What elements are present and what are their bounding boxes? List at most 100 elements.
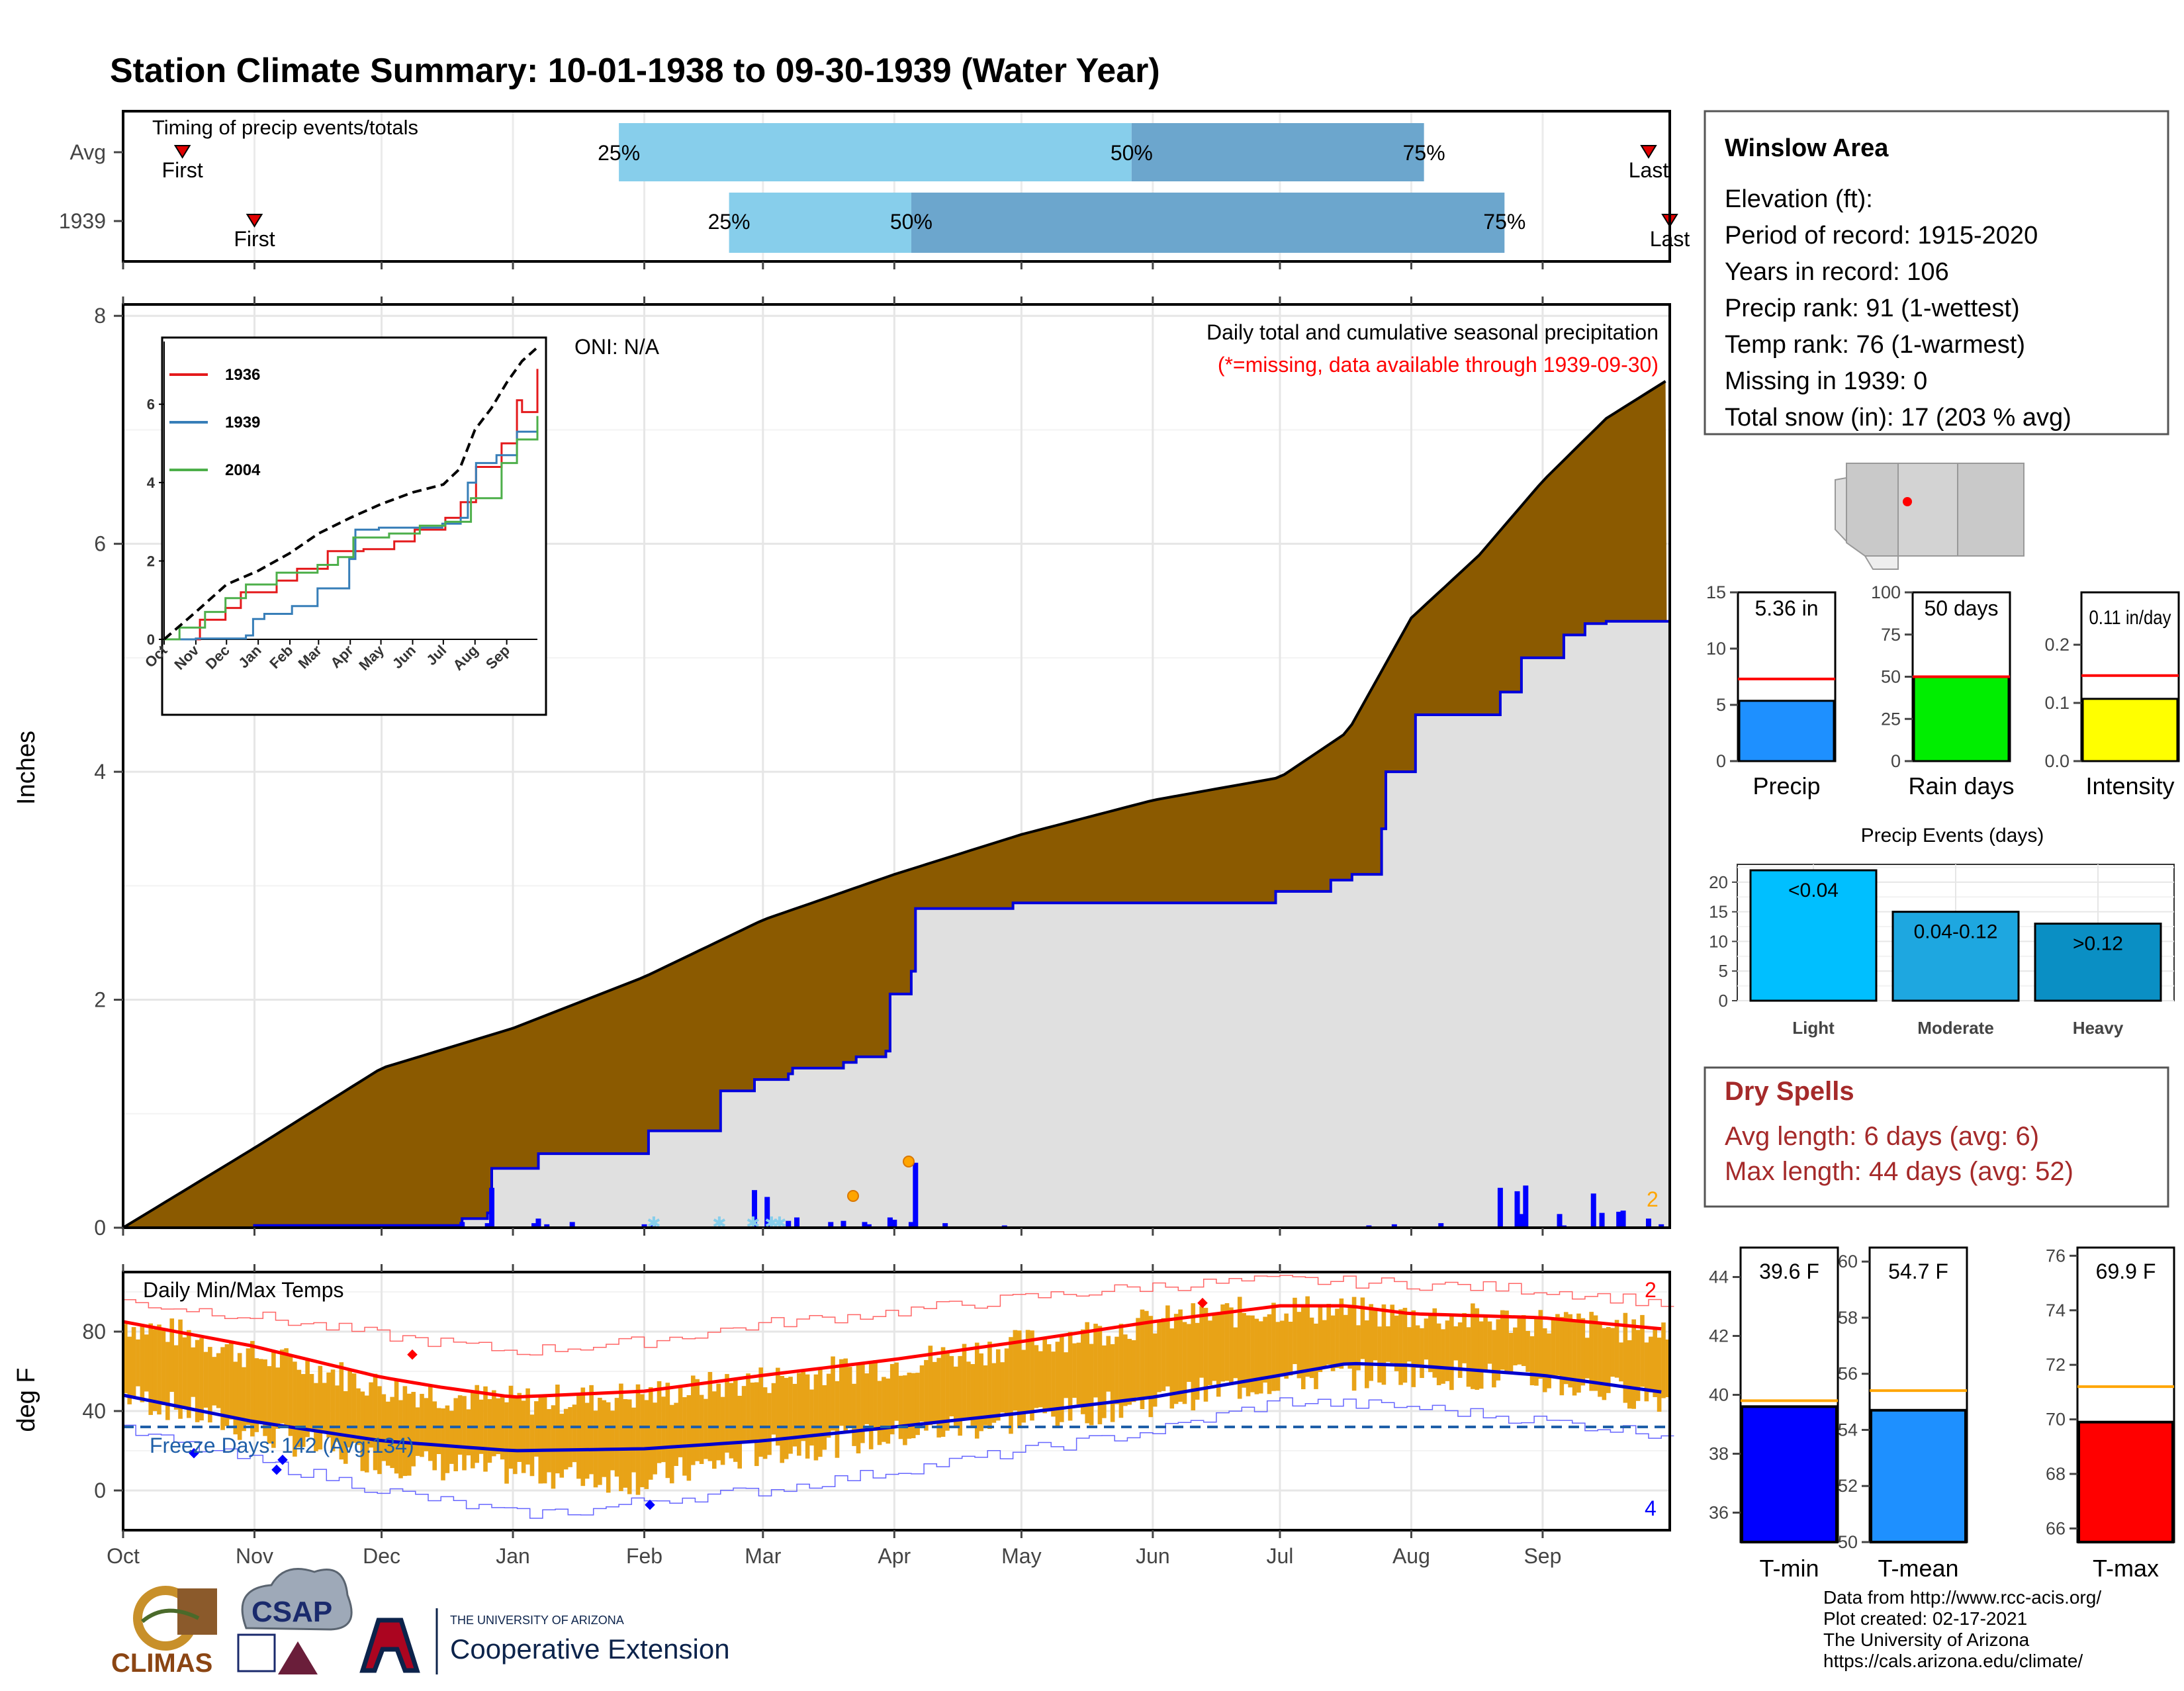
- daily-temp-bar: [351, 1373, 357, 1443]
- daily-temp-bar: [1212, 1313, 1217, 1381]
- daily-temp-bar: [1593, 1315, 1598, 1391]
- temp-summary-y-tick-label: 52: [1838, 1476, 1858, 1496]
- daily-temp-bar: [305, 1359, 310, 1438]
- month-label: Mar: [745, 1544, 781, 1568]
- daily-temp-bar: [402, 1386, 408, 1477]
- daily-temp-bar: [356, 1388, 361, 1445]
- daily-temp-bar: [619, 1383, 623, 1492]
- freeze-days-label: Freeze Days: 142 (Avg:134): [150, 1434, 414, 1457]
- daily-precip-bar: [891, 1219, 897, 1228]
- snow-marker: ✱: [647, 1213, 661, 1233]
- summary-bars-panel: 0 5 10 15 5.36 in Precip 0 25 50 75 100 50 days Rain…: [1706, 582, 2180, 800]
- daily-temp-bar: [1479, 1321, 1484, 1389]
- precip-events-title: Precip Events (days): [1861, 825, 2044, 846]
- temp-count-top: 2: [1645, 1278, 1657, 1302]
- daily-temp-bar: [406, 1393, 412, 1476]
- dry-spells-max: Max length: 44 days (avg: 52): [1725, 1157, 2073, 1186]
- daily-temp-bar: [246, 1348, 251, 1425]
- daily-temp-bar: [1034, 1345, 1039, 1408]
- daily-temp-bar: [390, 1396, 394, 1469]
- daily-temp-bar: [347, 1371, 352, 1448]
- daily-temp-bar: [754, 1382, 759, 1467]
- daily-temp-bar: [733, 1379, 738, 1462]
- normal-min-line: [122, 1361, 1662, 1453]
- daily-temp-bar: [903, 1375, 907, 1445]
- daily-temp-bar: [788, 1377, 793, 1454]
- daily-temp-bar: [157, 1324, 161, 1415]
- month-label: May: [1001, 1544, 1041, 1568]
- station-info-box: Winslow Area Elevation (ft): Period of re…: [1704, 110, 2169, 435]
- daily-temp-bar: [436, 1408, 441, 1455]
- daily-temp-bar: [1025, 1330, 1030, 1412]
- daily-temp-bar: [1102, 1345, 1107, 1418]
- daily-temp-bar: [1072, 1343, 1077, 1398]
- daily-temp-bar: [187, 1330, 191, 1418]
- month-label: Jul: [1266, 1544, 1293, 1568]
- daily-temp-bar: [1661, 1322, 1666, 1398]
- daily-temp-bar: [123, 1324, 128, 1394]
- summary-y-tick-label: 75: [1881, 625, 1901, 645]
- temp-summary-y-tick-label: 54: [1838, 1420, 1858, 1440]
- daily-temp-bar: [1089, 1344, 1094, 1426]
- daily-temp-bar: [762, 1387, 768, 1459]
- daily-temp-bar: [1293, 1297, 1297, 1365]
- summary-y-tick-label: 5: [1716, 695, 1726, 715]
- ua-small-text: THE UNIVERSITY OF ARIZONA: [450, 1614, 624, 1627]
- dry-spells-box: Dry Spells Avg length: 6 days (avg: 6) M…: [1704, 1066, 2169, 1208]
- daily-temp-bar: [1157, 1321, 1161, 1393]
- daily-temp-bar: [140, 1324, 145, 1402]
- daily-temp-bar: [373, 1373, 378, 1471]
- daily-temp-bar: [1631, 1319, 1636, 1409]
- daily-temp-bar: [1386, 1326, 1390, 1362]
- daily-temp-bar: [1589, 1312, 1594, 1391]
- daily-temp-bar: [831, 1356, 835, 1431]
- temp-summary-y-tick-label: 44: [1709, 1267, 1729, 1287]
- daily-temp-bar: [314, 1383, 318, 1451]
- daily-temp-bar: [212, 1357, 217, 1406]
- daily-temp-bar: [1640, 1314, 1645, 1387]
- daily-temp-bar: [529, 1414, 535, 1477]
- daily-precip-bar: [569, 1222, 575, 1228]
- daily-temp-bar: [949, 1355, 954, 1417]
- temp-y-tick-label: 80: [82, 1320, 106, 1344]
- daily-precip-bar: [531, 1223, 537, 1228]
- daily-temp-bar: [839, 1359, 844, 1426]
- daily-temp-bar: [729, 1383, 734, 1459]
- daily-temp-bar: [136, 1339, 140, 1387]
- daily-temp-bar: [1263, 1316, 1267, 1383]
- daily-temp-bar: [962, 1344, 967, 1420]
- timing-row-avg: Avg: [69, 140, 106, 164]
- daily-temp-bar: [1097, 1326, 1103, 1424]
- precip-event-category: Heavy: [2073, 1018, 2124, 1038]
- daily-temp-bar: [1297, 1312, 1302, 1379]
- daily-precip-bar: [641, 1224, 647, 1228]
- daily-temp-bar: [1398, 1309, 1403, 1385]
- temp-summary-y-tick-label: 50: [1838, 1532, 1858, 1552]
- missing-note: (*=missing, data available through 1939-…: [1218, 353, 1659, 377]
- inset-series-line-2004: [164, 416, 539, 641]
- daily-temp-bar: [1136, 1318, 1140, 1398]
- daily-precip-bar: [913, 1162, 919, 1228]
- daily-temp-bar: [1411, 1310, 1416, 1387]
- daily-temp-bar: [1665, 1339, 1670, 1398]
- footer-credit-line: https://cals.arizona.edu/climate/: [1823, 1651, 2083, 1671]
- daily-temp-bar: [1055, 1342, 1060, 1428]
- summary-bar-label: Intensity: [2085, 772, 2174, 800]
- daily-temp-bar: [822, 1385, 827, 1450]
- daily-temp-bar: [856, 1364, 861, 1453]
- daily-temp-bar: [1534, 1318, 1539, 1386]
- daily-temp-bar: [1046, 1344, 1052, 1412]
- daily-temp-bar: [1496, 1319, 1501, 1381]
- daily-temp-bar: [1144, 1310, 1149, 1397]
- daily-temp-bar: [771, 1383, 776, 1435]
- timing-frame: [122, 110, 1671, 263]
- daily-temp-bar: [1653, 1328, 1657, 1397]
- station-info-line: Years in record: 106: [1725, 258, 1949, 286]
- daily-temp-bar: [1195, 1322, 1200, 1400]
- daily-temp-bar: [635, 1384, 641, 1495]
- daily-temp-bar: [1627, 1340, 1632, 1409]
- daily-temp-bar: [1584, 1338, 1590, 1379]
- daily-temp-bar: [776, 1367, 780, 1446]
- events-y-tick-label: 20: [1709, 872, 1728, 892]
